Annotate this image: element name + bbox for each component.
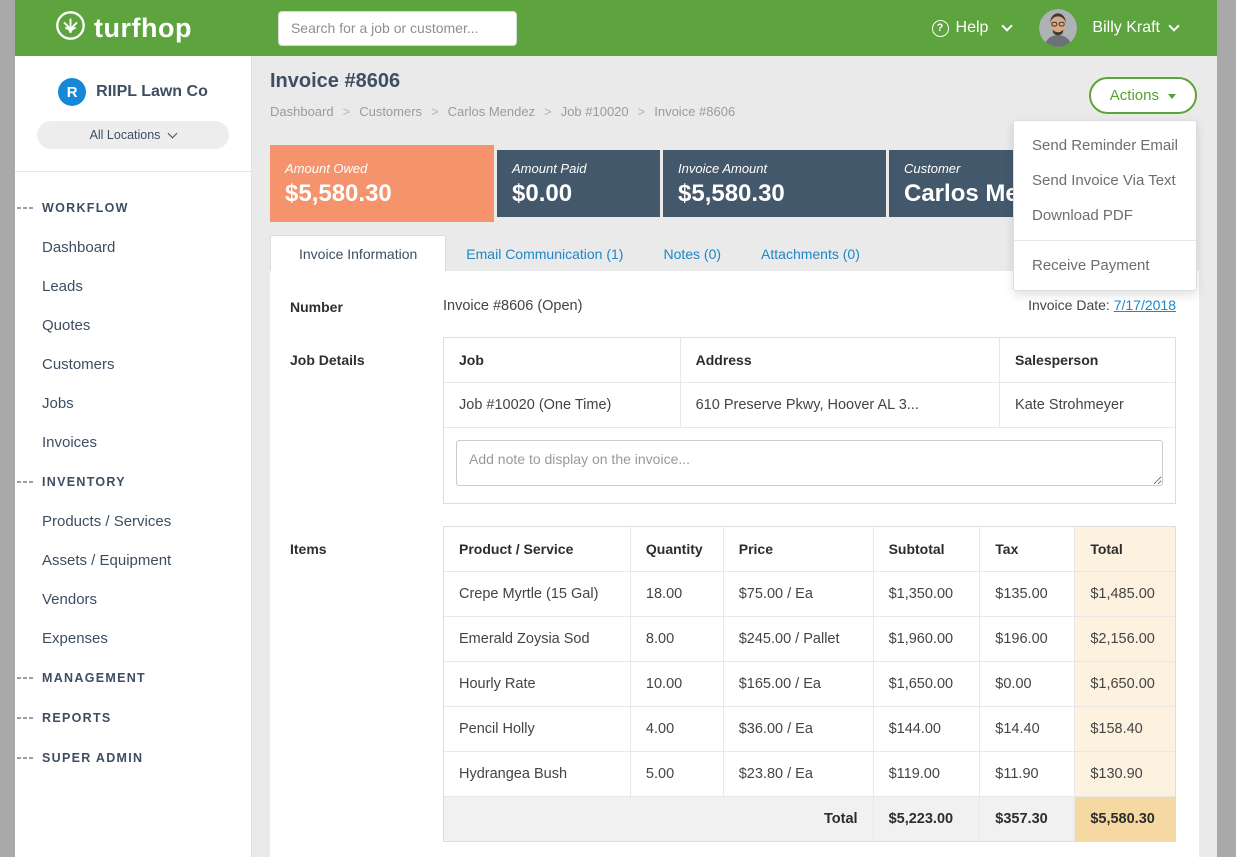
cell-salesperson: Kate Strohmeyer [999, 382, 1175, 428]
menu-item-send-reminder-email[interactable]: Send Reminder Email [1032, 137, 1178, 154]
breadcrumb-customer[interactable]: Carlos Mendez [447, 104, 536, 119]
sidebar-item-products-services[interactable]: Products / Services [42, 513, 172, 530]
breadcrumb-dashboard[interactable]: Dashboard [270, 104, 334, 119]
chevron-down-icon [1001, 20, 1014, 32]
logo-text: turfhop [94, 12, 192, 43]
location-selector[interactable]: All Locations [37, 121, 229, 149]
total-tax: $357.30 [979, 796, 1076, 841]
help-icon: ? [931, 19, 949, 37]
invoice-note-input[interactable] [456, 440, 1163, 486]
sidebar-item-vendors[interactable]: Vendors [42, 591, 98, 608]
menu-item-send-invoice-via-text[interactable]: Send Invoice Via Text [1032, 172, 1176, 189]
job-table-row: Job #10020 (One Time) 610 Preserve Pkwy,… [444, 382, 1175, 428]
total-grand: $5,580.30 [1074, 796, 1175, 841]
items-box: Product / Service Quantity Price Subtota… [443, 526, 1176, 842]
cell-address: 610 Preserve Pkwy, Hoover AL 3... [680, 382, 1001, 428]
stat-amount-paid: Amount Paid $0.00 [497, 150, 660, 217]
menu-divider [1014, 240, 1196, 241]
stat-invoice-amount: Invoice Amount $5,580.30 [663, 150, 886, 217]
sidebar-section-reports[interactable]: REPORTS [15, 698, 251, 738]
items-row: Emerald Zoysia Sod 8.00 $245.00 / Pallet… [444, 616, 1175, 662]
divider [15, 171, 251, 172]
sidebar-section-management[interactable]: MANAGEMENT [15, 658, 251, 698]
top-bar: turfhop ? Help Billy K [15, 0, 1217, 56]
job-details-box: Job Address Salesperson Job #10020 (One … [443, 337, 1176, 504]
breadcrumb-job[interactable]: Job #10020 [560, 104, 629, 119]
sidebar-item-customers[interactable]: Customers [42, 356, 115, 373]
user-name[interactable]: Billy Kraft [1092, 19, 1160, 36]
invoice-date-link[interactable]: 7/17/2018 [1113, 297, 1176, 313]
job-table-header-row: Job Address Salesperson [444, 338, 1175, 383]
sidebar-nav: WORKFLOW Dashboard Leads Quotes Customer… [15, 172, 251, 778]
chevron-down-icon [1168, 20, 1180, 32]
grass-icon [55, 10, 86, 46]
chevron-down-icon [167, 128, 178, 139]
breadcrumb-invoice: Invoice #8606 [654, 104, 736, 119]
scrollbar[interactable] [1217, 0, 1236, 857]
sidebar-item-expenses[interactable]: Expenses [42, 630, 108, 647]
cell-job: Job #10020 (One Time) [444, 382, 681, 428]
sidebar-item-invoices[interactable]: Invoices [42, 434, 98, 451]
breadcrumb: Dashboard > Customers > Carlos Mendez > Job #1… [270, 104, 736, 119]
invoice-date: Invoice Date: 7/17/2018 [1028, 297, 1176, 313]
actions-button[interactable]: Actions [1088, 77, 1197, 114]
section-dashes-icon [17, 757, 33, 759]
tab-notes[interactable]: Notes (0) [663, 246, 722, 262]
invoice-number-value: Invoice #8606 (Open) [443, 298, 583, 314]
total-subtotal: $5,223.00 [873, 796, 981, 841]
tab-email-communication[interactable]: Email Communication (1) [466, 246, 624, 262]
sidebar-section-inventory[interactable]: INVENTORY [15, 462, 251, 502]
company-name: RIIPL Lawn Co [96, 83, 208, 100]
search-input[interactable] [277, 10, 517, 46]
sidebar-item-dashboard[interactable]: Dashboard [42, 239, 116, 256]
main-content: Invoice #8606 Dashboard > Customers > Carlos… [252, 56, 1217, 857]
stat-amount-owed: Amount Owed $5,580.30 [270, 145, 494, 222]
page-title: Invoice #8606 [270, 70, 401, 92]
breadcrumb-customers[interactable]: Customers [359, 104, 423, 119]
caret-down-icon [1168, 94, 1176, 99]
company-logo: R [58, 78, 87, 106]
help-menu[interactable]: ? Help [931, 19, 1014, 37]
tab-attachments[interactable]: Attachments (0) [761, 246, 860, 262]
turfhop-logo[interactable]: turfhop [55, 10, 192, 46]
number-label: Number [290, 299, 343, 315]
items-label: Items [290, 541, 327, 557]
avatar[interactable] [1039, 9, 1078, 47]
section-dashes-icon [17, 717, 33, 719]
job-table: Job Address Salesperson Job #10020 (One … [444, 338, 1175, 428]
items-total-row: Total $5,223.00 $357.30 $5,580.30 [444, 796, 1175, 841]
section-dashes-icon [17, 481, 33, 483]
items-table: Product / Service Quantity Price Subtota… [444, 527, 1175, 841]
sidebar-item-assets-equipment[interactable]: Assets / Equipment [42, 552, 172, 569]
menu-item-download-pdf[interactable]: Download PDF [1032, 207, 1133, 224]
sidebar-section-workflow[interactable]: WORKFLOW [15, 188, 251, 228]
tab-invoice-information[interactable]: Invoice Information [270, 235, 447, 272]
sidebar-item-quotes[interactable]: Quotes [42, 317, 91, 334]
sidebar-item-jobs[interactable]: Jobs [42, 395, 74, 412]
menu-item-receive-payment[interactable]: Receive Payment [1032, 257, 1150, 274]
sidebar-item-leads[interactable]: Leads [42, 278, 83, 295]
stat-cards: Amount Owed $5,580.30 Amount Paid $0.00 … [270, 145, 1113, 222]
invoice-information-panel: Number Invoice #8606 (Open) Invoice Date… [270, 271, 1199, 857]
items-row: Hourly Rate 10.00 $165.00 / Ea $1,650.00… [444, 661, 1175, 707]
sidebar: R RIIPL Lawn Co All Locations WORKFLOW D… [15, 56, 252, 857]
help-label: Help [955, 19, 989, 36]
section-dashes-icon [17, 677, 33, 679]
company-header: R RIIPL Lawn Co [15, 78, 251, 106]
sidebar-section-super-admin[interactable]: SUPER ADMIN [15, 738, 251, 778]
window-edge-left [0, 0, 15, 857]
location-selector-label: All Locations [89, 128, 161, 142]
items-header-row: Product / Service Quantity Price Subtota… [444, 527, 1175, 572]
items-row: Pencil Holly 4.00 $36.00 / Ea $144.00 $1… [444, 706, 1175, 752]
actions-dropdown-menu: Send Reminder Email Send Invoice Via Tex… [1013, 120, 1197, 291]
job-details-label: Job Details [290, 352, 365, 368]
items-row: Hydrangea Bush 5.00 $23.80 / Ea $119.00 … [444, 751, 1175, 797]
total-label: Total [444, 796, 874, 841]
tab-bar: Invoice Information Email Communication … [270, 235, 880, 272]
section-dashes-icon [17, 207, 33, 209]
items-row: Crepe Myrtle (15 Gal) 18.00 $75.00 / Ea … [444, 571, 1175, 617]
